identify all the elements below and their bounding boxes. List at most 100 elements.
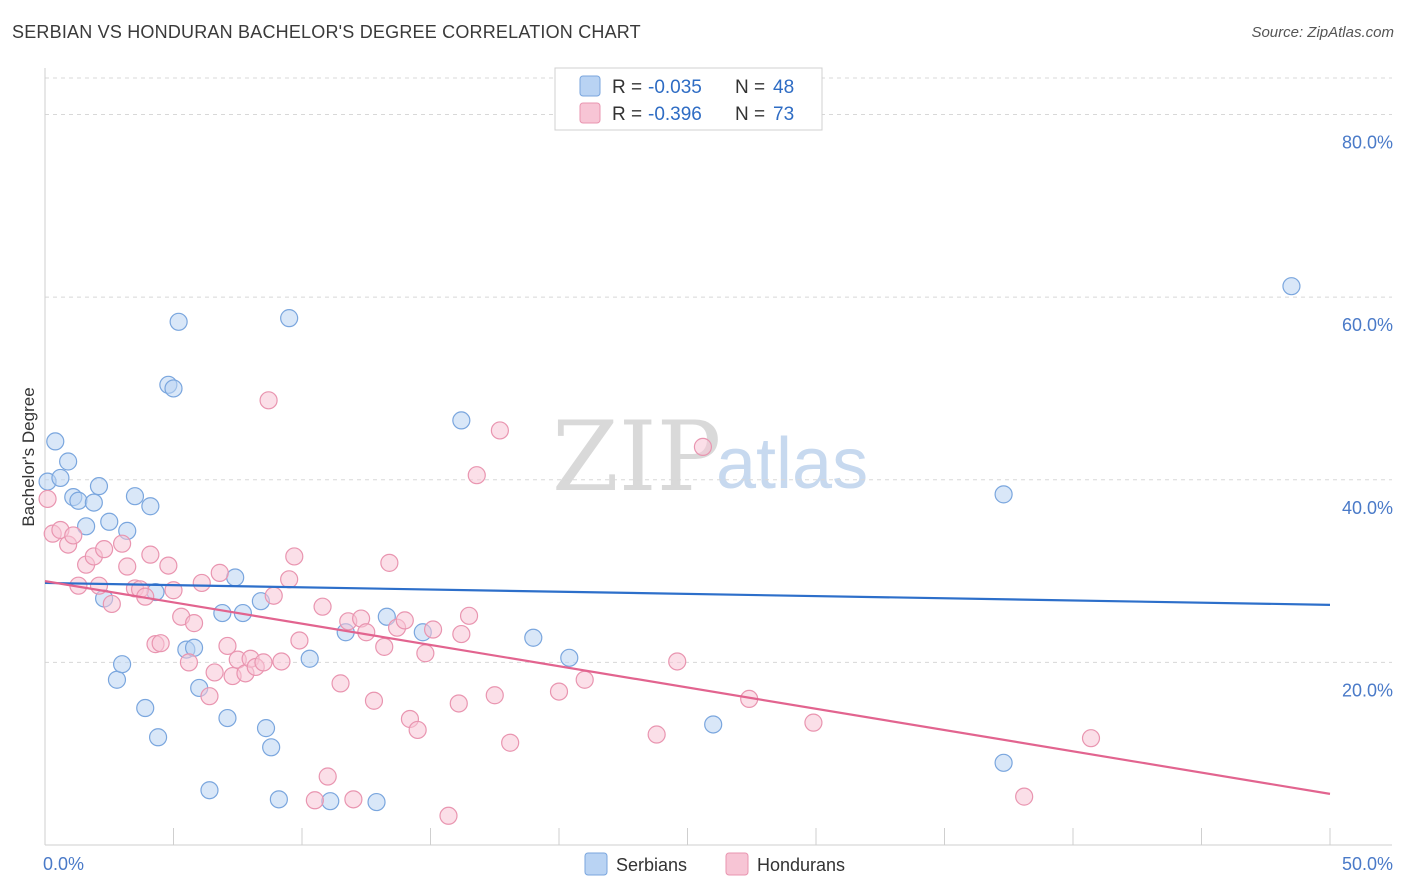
honduran-point <box>408 720 427 740</box>
serbian-point <box>77 517 96 536</box>
x-tick-label: 0.0% <box>43 854 84 874</box>
honduran-point <box>452 624 471 644</box>
serbian-point <box>136 698 155 718</box>
serbian-point <box>1282 277 1301 296</box>
legend-n-label-serbians: N = <box>735 77 765 98</box>
legend-r-label-serbians: R = <box>612 77 642 98</box>
honduran-point <box>184 614 204 633</box>
honduran-point <box>38 489 57 509</box>
honduran-point <box>254 653 273 672</box>
honduran-point <box>179 653 199 672</box>
series-legend-swatch-serbians <box>584 852 608 876</box>
honduran-point <box>375 637 394 656</box>
serbian-point <box>218 708 237 728</box>
honduran-point <box>313 597 332 616</box>
axes <box>44 68 1392 846</box>
serbians-points <box>38 277 1301 812</box>
serbian-point <box>59 452 78 471</box>
legend-n-serbians: 48 <box>773 77 794 98</box>
watermark-atlas: atlas <box>716 424 868 504</box>
serbian-point <box>112 655 132 674</box>
serbian-point <box>367 792 386 812</box>
serbian-point <box>125 487 145 506</box>
serbian-point <box>452 411 471 430</box>
serbian-point <box>321 792 340 811</box>
honduran-point <box>280 570 299 589</box>
hondurans-trend-line <box>44 580 1331 795</box>
legend-swatch-hondurans <box>579 102 601 124</box>
trend-lines <box>44 580 1331 795</box>
serbian-point <box>200 781 219 800</box>
serbians-trend-line <box>44 581 1331 606</box>
honduran-point <box>64 526 83 545</box>
y-tick-labels: 20.0% 40.0% 60.0% 80.0% <box>1342 133 1393 701</box>
honduran-point <box>141 545 160 564</box>
serbian-point <box>994 753 1013 772</box>
hondurans-points <box>38 391 1101 825</box>
grid-lines <box>45 77 1392 663</box>
honduran-point <box>95 540 114 559</box>
y-tick-label: 20.0% <box>1342 680 1393 700</box>
source-credit: Source: ZipAtlas.com <box>1251 24 1394 41</box>
honduran-point <box>290 631 309 650</box>
chart-title: SERBIAN VS HONDURAN BACHELOR'S DEGREE CO… <box>12 22 641 42</box>
legend-r-hondurans: -0.396 <box>648 104 702 125</box>
series-legend: Serbians Hondurans <box>584 852 845 876</box>
legend-r-label-hondurans: R = <box>612 104 642 125</box>
serbian-point <box>89 477 109 496</box>
honduran-point <box>192 573 211 593</box>
legend-n-label-hondurans: N = <box>735 104 765 125</box>
serbian-point <box>148 728 168 747</box>
honduran-point <box>501 733 520 752</box>
honduran-point <box>200 687 219 706</box>
serbian-point <box>994 485 1013 504</box>
serbian-point <box>107 670 127 689</box>
honduran-point <box>449 694 468 713</box>
serbian-point <box>269 790 288 809</box>
honduran-point <box>423 620 443 639</box>
honduran-point <box>416 644 435 663</box>
honduran-point <box>272 652 291 671</box>
honduran-point <box>259 391 278 410</box>
serbian-point <box>560 648 579 667</box>
watermark-zip: ZIP <box>552 401 721 513</box>
y-tick-label: 60.0% <box>1342 315 1393 335</box>
serbian-point <box>169 312 188 331</box>
serbian-point <box>524 628 543 647</box>
honduran-point <box>264 586 283 605</box>
honduran-point <box>439 806 458 825</box>
honduran-point <box>575 670 594 689</box>
serbian-point <box>704 715 723 734</box>
honduran-point <box>210 563 229 582</box>
x-tick-label: 50.0% <box>1342 854 1393 874</box>
serbian-point <box>69 491 88 510</box>
honduran-point <box>485 686 504 705</box>
serbian-point <box>256 719 276 738</box>
honduran-point <box>159 556 178 575</box>
honduran-point <box>693 437 713 456</box>
y-tick-label: 80.0% <box>1342 133 1393 153</box>
legend-swatch-serbians <box>579 75 601 97</box>
serbian-point <box>141 497 160 516</box>
honduran-point <box>490 421 509 440</box>
series-legend-hondurans: Hondurans <box>757 855 845 875</box>
y-tick-label: 40.0% <box>1342 498 1393 518</box>
serbian-point <box>262 738 281 757</box>
honduran-point <box>459 606 479 625</box>
honduran-point <box>549 682 569 701</box>
serbian-point <box>164 379 183 398</box>
serbian-point <box>226 568 245 587</box>
honduran-point <box>1081 729 1101 748</box>
honduran-point <box>668 652 687 671</box>
honduran-point <box>305 791 324 810</box>
honduran-point <box>395 611 414 630</box>
honduran-point <box>318 767 337 786</box>
honduran-point <box>331 674 350 693</box>
series-legend-swatch-hondurans <box>725 852 749 876</box>
legend-r-serbians: -0.035 <box>648 77 702 98</box>
serbian-point <box>213 603 232 623</box>
serbian-point <box>300 649 319 668</box>
honduran-point <box>804 713 823 732</box>
honduran-point <box>467 466 486 485</box>
honduran-point <box>112 534 132 553</box>
